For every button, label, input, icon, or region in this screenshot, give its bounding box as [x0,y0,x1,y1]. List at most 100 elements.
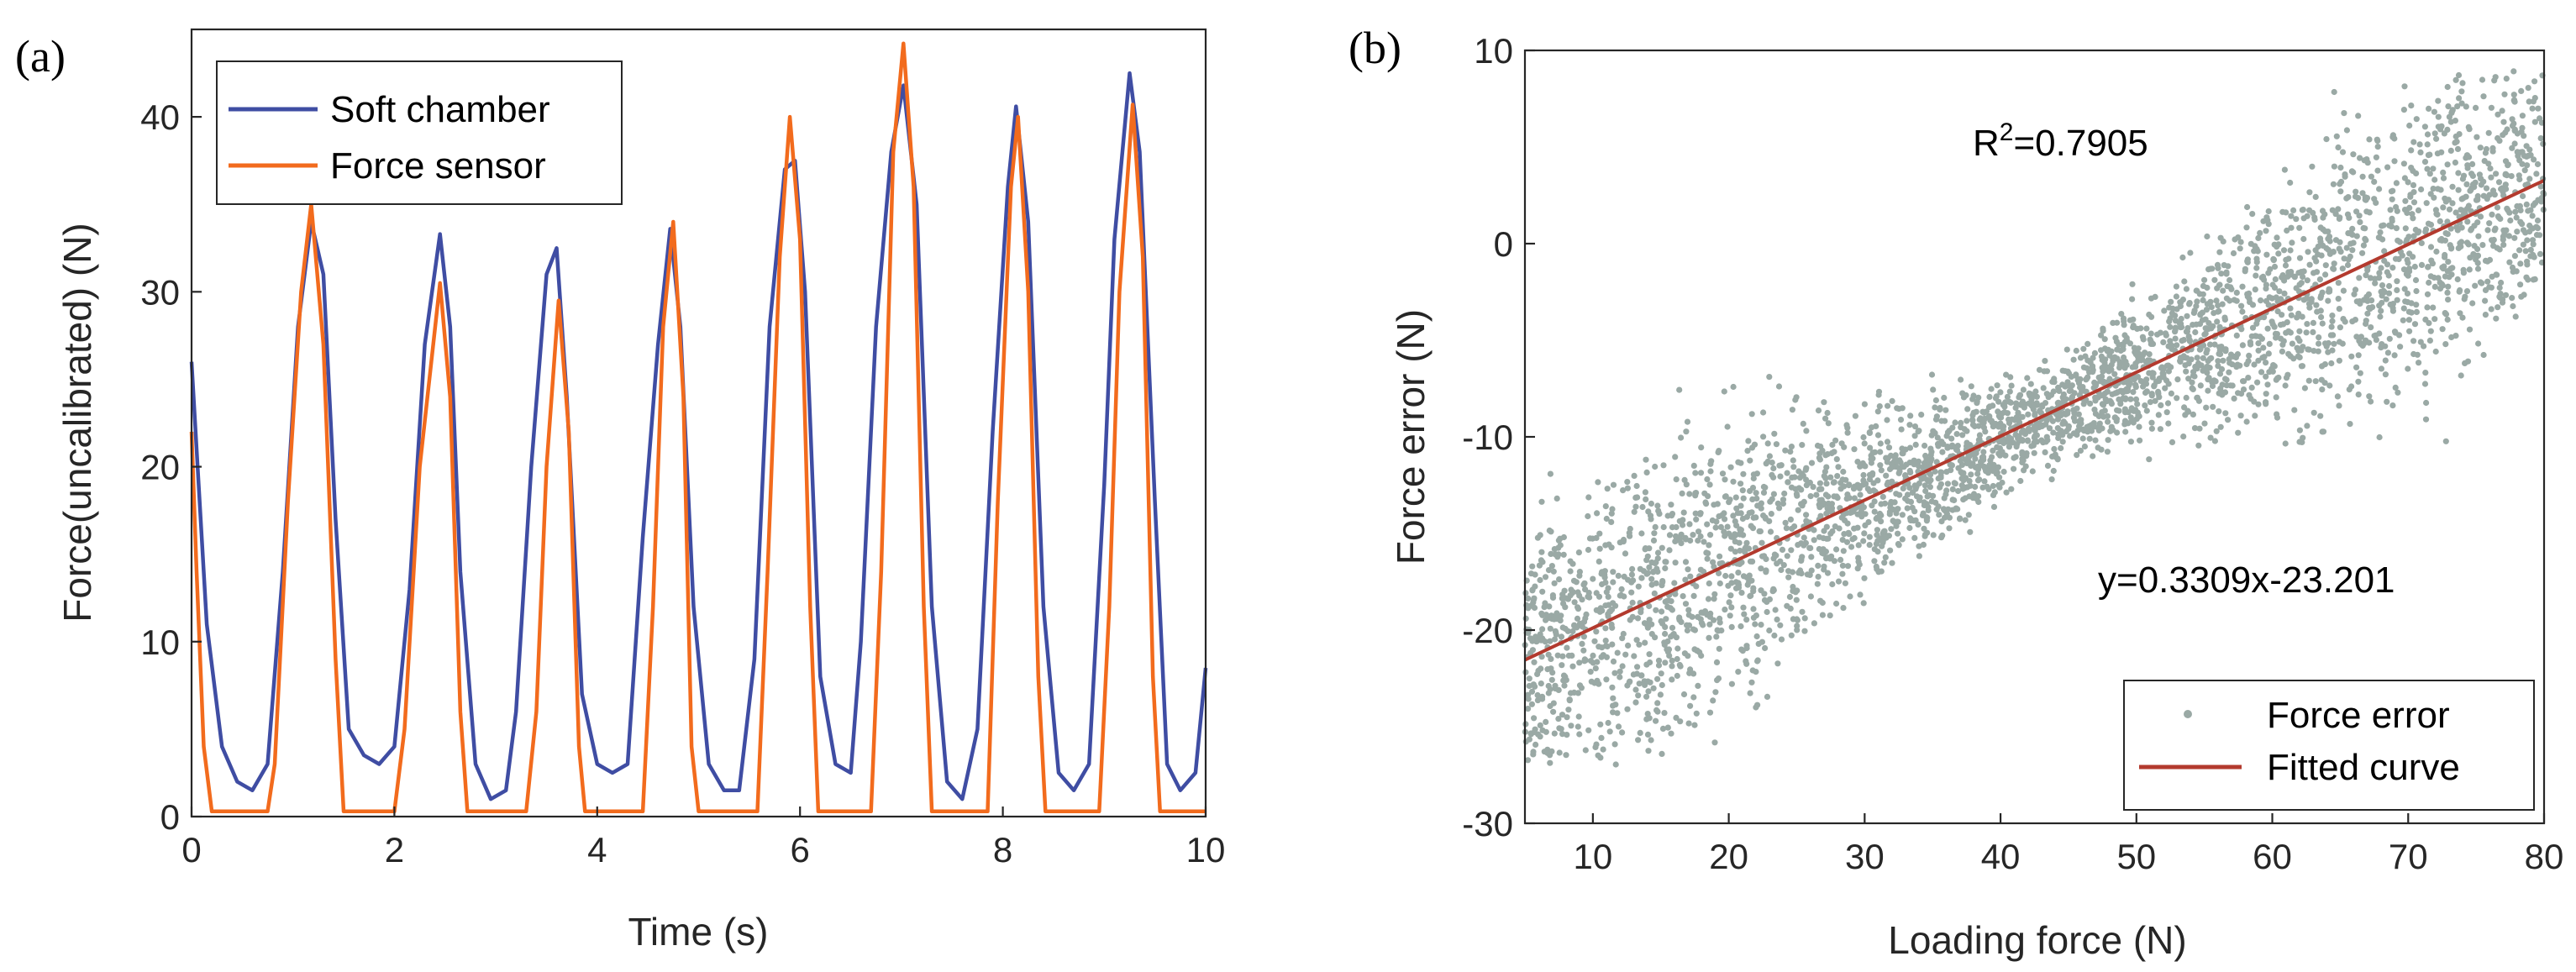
force-error-point [1760,483,1767,491]
force-error-point [2401,175,2408,181]
force-error-point [1907,498,1915,506]
force-error-point [1714,677,1721,684]
force-error-point [2192,328,2199,336]
force-error-point [1895,530,1901,537]
force-error-point [2341,110,2347,117]
force-error-point [2193,302,2200,309]
force-error-point [2452,209,2459,216]
force-error-point [2100,356,2106,364]
force-error-point [2481,158,2488,165]
force-error-point [1790,464,1797,470]
force-error-point [2315,251,2321,258]
force-error-point [1602,503,1609,510]
force-error-point [2430,186,2437,192]
force-error-point [1815,407,1822,414]
force-error-point [1671,580,1678,586]
force-error-point [2087,400,2094,407]
force-error-point [2530,98,2537,105]
force-error-point [2376,186,2383,192]
force-error-point [2325,297,2332,304]
force-error-point [1558,633,1565,640]
force-error-point [1678,434,1685,441]
force-error-point [2463,181,2470,187]
force-error-point [2410,189,2417,196]
force-error-point [1669,657,1675,665]
force-error-point [1884,417,1890,423]
force-error-point [2105,437,2111,444]
panel-a-x-axis-label: Time (s) [628,910,769,954]
force-error-point [1662,559,1669,565]
force-error-point [1771,551,1778,558]
force-error-point [1921,533,1928,539]
force-error-point [1854,565,1861,572]
panel-b-x-axis-label: Loading force (N) [1888,918,2186,962]
force-error-point [1652,634,1659,641]
force-error-point [2347,253,2353,260]
force-error-point [1813,491,1820,498]
force-error-point [1763,567,1769,574]
force-error-point [2042,449,2048,456]
force-error-point [1712,524,1719,531]
force-error-point [1659,579,1666,586]
force-error-point [2444,126,2451,133]
force-error-point [2424,166,2431,172]
force-error-point [2374,144,2381,150]
force-error-point [2534,160,2542,168]
force-error-point [1721,510,1727,517]
force-error-point [2168,298,2174,305]
force-error-point [2289,239,2295,246]
force-error-point [2301,385,2308,391]
force-error-point [2161,307,2168,314]
force-error-point [1795,507,1801,513]
force-error-point [1553,495,1560,502]
force-error-point [2475,340,2482,347]
force-error-point [2494,204,2501,211]
force-error-point [2404,256,2410,263]
force-error-point [2025,411,2032,418]
force-error-point [1759,539,1765,546]
force-error-point [1557,617,1564,624]
force-error-point [2148,425,2155,432]
force-error-point [1642,639,1648,646]
force-error-point [2207,265,2214,272]
force-error-point [2028,443,2035,449]
force-error-point [2529,237,2537,244]
force-error-point [2349,225,2356,232]
force-error-point [1704,521,1711,528]
force-error-point [2361,297,2368,303]
force-error-point [1596,545,1603,552]
soft-chamber-line [189,71,1208,801]
force-error-point [2200,366,2207,373]
force-error-point [1629,613,1636,620]
force-error-point [2058,444,2064,452]
force-error-point [1747,558,1754,565]
force-error-point [2328,323,2335,330]
force-error-point [2334,393,2341,400]
force-error-point [2520,227,2527,234]
force-error-point [1824,409,1831,417]
force-error-point [1548,676,1555,683]
force-error-point [1652,463,1659,470]
force-error-point [1996,412,2003,418]
force-error-point [2349,247,2356,254]
force-error-point [1718,627,1725,634]
force-error-point [2022,463,2029,470]
force-error-point [2353,298,2360,305]
force-error-point [1766,627,1773,634]
force-error-point [2389,301,2396,307]
force-error-point [2328,360,2335,367]
force-error-point [1953,431,1960,438]
force-error-point [2016,416,2022,423]
force-error-point [2211,276,2218,283]
force-error-point [2268,365,2275,372]
force-error-point [1831,558,1837,565]
force-error-point [2251,361,2258,368]
force-error-point [1895,542,1902,549]
force-error-point [1861,575,1868,581]
force-error-point [2099,401,2105,407]
force-error-point [1842,580,1848,586]
force-error-point [2158,402,2164,408]
force-error-point [2430,304,2437,311]
force-error-point [2483,185,2490,192]
force-error-point [2400,317,2406,323]
